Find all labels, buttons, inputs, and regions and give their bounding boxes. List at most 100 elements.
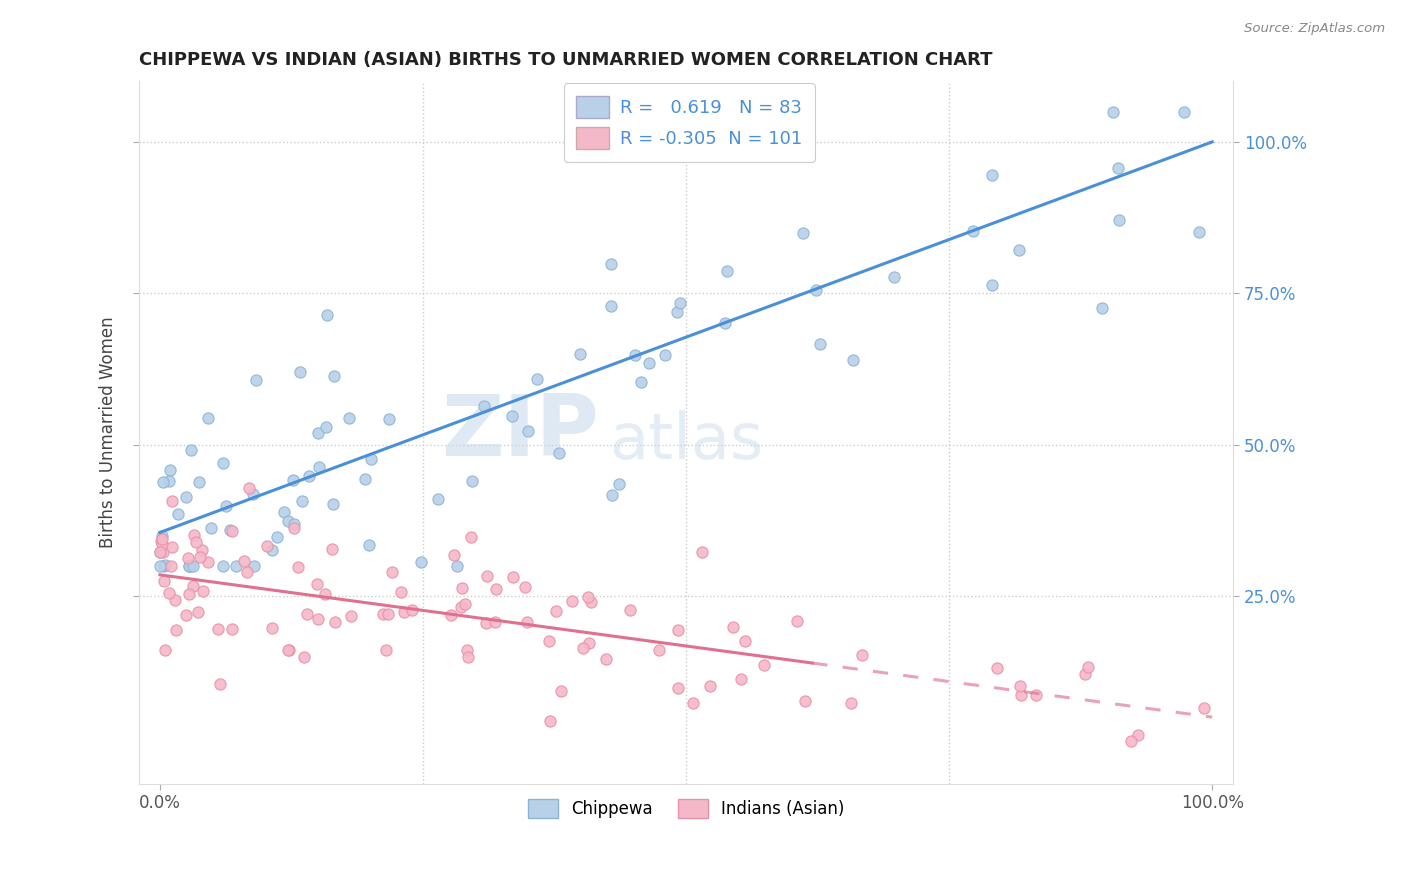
Point [197,410,219,425]
Point [378,412,401,426]
Point [1188,225,1211,239]
Text: CHIPPEWA VS INDIAN (ASIAN) BIRTHS TO UNMARRIED WOMEN CORRELATION CHART: CHIPPEWA VS INDIAN (ASIAN) BIRTHS TO UNM… [139,51,993,69]
Point [283,516,305,531]
Point [457,649,479,664]
Point [1091,301,1114,315]
Point [165,623,187,637]
Point [183,579,205,593]
Point [381,565,404,579]
Point [502,570,524,584]
Point [212,558,235,573]
Point [281,474,304,488]
Point [207,622,229,636]
Point [475,569,498,583]
Point [619,602,641,616]
Point [808,337,831,351]
Point [266,530,288,544]
Point [1128,728,1150,742]
Point [322,497,344,511]
Point [456,643,478,657]
Point [153,558,176,572]
Point [454,597,477,611]
Point [308,459,330,474]
Text: Source: ZipAtlas.com: Source: ZipAtlas.com [1244,22,1385,36]
Point [474,399,496,413]
Point [238,481,260,495]
Point [236,565,259,579]
Point [152,558,174,573]
Point [501,409,523,423]
Point [440,607,463,622]
Point [576,591,599,605]
Point [157,586,180,600]
Point [353,472,375,486]
Point [669,296,692,310]
Point [221,623,243,637]
Point [962,224,984,238]
Point [1192,701,1215,715]
Point [450,600,472,615]
Point [600,488,623,502]
Point [730,672,752,686]
Point [716,264,738,278]
Point [1102,104,1125,119]
Point [360,451,382,466]
Point [1008,679,1031,693]
Point [666,681,689,695]
Point [793,694,815,708]
Point [307,426,329,441]
Point [152,574,174,588]
Point [666,305,689,319]
Point [191,543,214,558]
Point [283,521,305,535]
Point [149,545,172,559]
Y-axis label: Births to Unmarried Women: Births to Unmarried Women [100,317,117,549]
Point [307,612,329,626]
Point [578,636,600,650]
Point [485,582,508,596]
Point [277,515,299,529]
Point [600,299,623,313]
Point [538,714,561,728]
Point [177,558,200,573]
Point [297,469,319,483]
Point [792,226,814,240]
Point [842,352,865,367]
Point [197,555,219,569]
Point [648,643,671,657]
Point [572,640,595,655]
Point [149,533,172,548]
Point [538,633,561,648]
Point [427,491,450,506]
Point [851,648,873,663]
Point [152,545,174,559]
Point [595,652,617,666]
Point [260,621,283,635]
Point [599,257,621,271]
Point [1074,666,1097,681]
Point [211,456,233,470]
Point [515,580,537,594]
Point [242,487,264,501]
Point [560,594,582,608]
Point [160,540,183,554]
Point [357,538,380,552]
Point [389,585,412,599]
Point [484,615,506,629]
Point [176,490,198,504]
Point [682,696,704,710]
Point [401,603,423,617]
Point [446,558,468,573]
Point [786,614,808,628]
Point [340,609,363,624]
Point [159,463,181,477]
Point [690,544,713,558]
Point [260,543,283,558]
Point [1010,688,1032,702]
Point [526,372,548,386]
Point [186,605,208,619]
Point [623,348,645,362]
Point [221,524,243,539]
Point [550,684,572,698]
Point [516,615,538,629]
